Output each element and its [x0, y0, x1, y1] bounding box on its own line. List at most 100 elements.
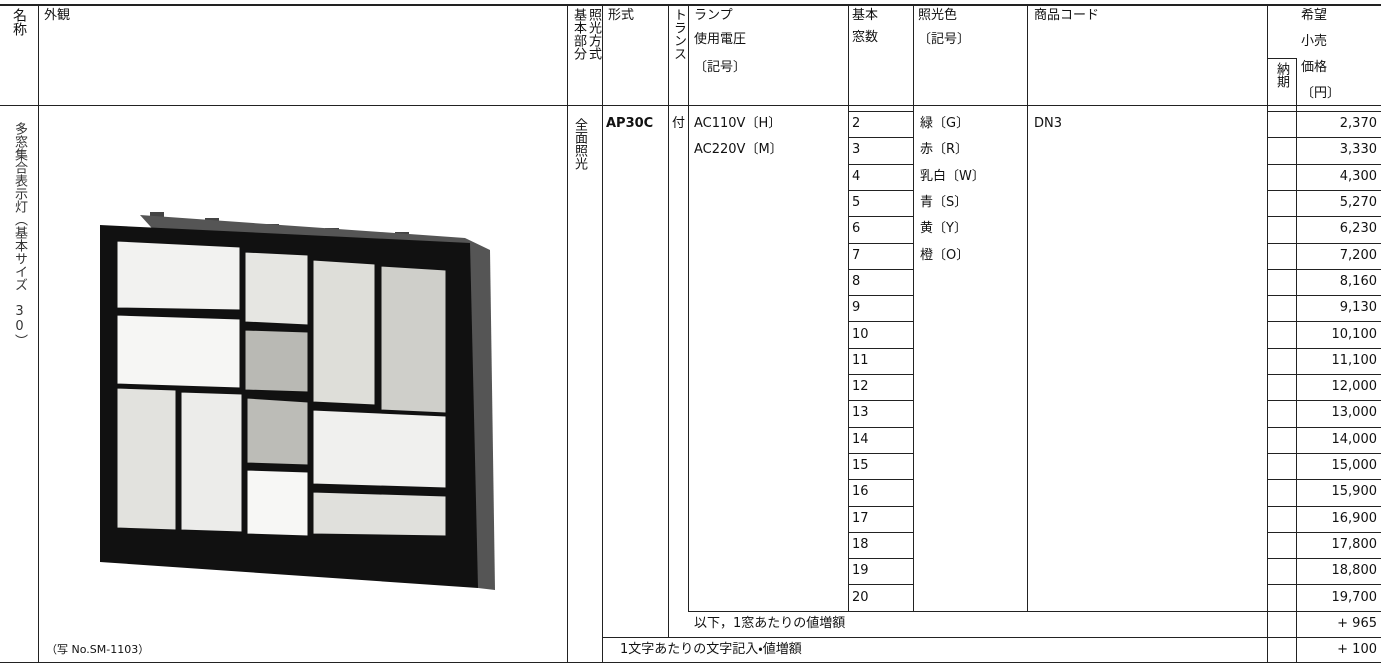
- rule: [38, 4, 39, 662]
- extra-window-label: 以下，1窓あたりの値増額: [694, 615, 846, 631]
- rule: [0, 105, 1381, 106]
- text-entry-price: + 100: [1337, 641, 1377, 657]
- window-count: 20: [852, 589, 869, 605]
- rule: [848, 163, 913, 165]
- price: 6,230: [1339, 221, 1377, 237]
- price: 15,000: [1331, 458, 1378, 474]
- header-color: 照光色: [918, 8, 958, 23]
- rule: [848, 295, 913, 297]
- window-count: 17: [852, 510, 869, 526]
- price: 12,000: [1331, 379, 1378, 395]
- rule: [668, 4, 669, 637]
- rule: [1267, 58, 1296, 59]
- price: 4,300: [1339, 168, 1377, 184]
- window-count: 18: [852, 536, 869, 552]
- header-basic-part: 基本部分: [571, 8, 586, 60]
- window-count: 15: [852, 458, 869, 474]
- transformer: 付: [672, 116, 686, 132]
- rule: [1267, 4, 1268, 662]
- header-price: 希望: [1301, 8, 1328, 23]
- window-count: 8: [852, 273, 861, 289]
- rule: [567, 4, 568, 662]
- window-count: 16: [852, 484, 869, 500]
- header-price: 価格: [1301, 60, 1328, 75]
- price: 13,000: [1331, 405, 1378, 421]
- window-count: 5: [852, 195, 861, 211]
- price: 2,370: [1339, 116, 1377, 132]
- rule: [1267, 189, 1381, 191]
- rule: [1267, 295, 1381, 297]
- header-price: 〔円〕: [1301, 86, 1341, 101]
- price: 15,900: [1331, 484, 1378, 500]
- lighting: 全面照光: [572, 118, 587, 170]
- price: 14,000: [1331, 431, 1378, 447]
- window-count: 11: [852, 352, 869, 368]
- rule: [848, 216, 913, 218]
- rule: [1267, 400, 1381, 402]
- rule: [848, 374, 913, 375]
- window-count: 14: [852, 431, 869, 447]
- rule: [688, 610, 1381, 612]
- lighting-color: 青〔S〕: [920, 195, 968, 211]
- lighting-color: 赤〔R〕: [920, 142, 969, 158]
- lighting-color: 乳白〔W〕: [920, 168, 985, 184]
- rule: [848, 479, 913, 481]
- model: AP30C: [606, 116, 654, 132]
- product-name: 多窓集合表示灯（基本サイズ 30）: [12, 122, 27, 347]
- price: 8,160: [1339, 273, 1377, 289]
- product-code: DN3: [1034, 116, 1063, 132]
- rule: [848, 4, 849, 611]
- rule: [1296, 58, 1297, 662]
- window-count: 7: [852, 247, 861, 263]
- rule: [1267, 452, 1381, 454]
- rule: [1267, 479, 1381, 481]
- price: 16,900: [1331, 510, 1378, 526]
- rule: [848, 347, 913, 349]
- rule: [848, 268, 913, 270]
- window-count: 13: [852, 405, 869, 421]
- window-count: 6: [852, 221, 861, 237]
- rule: [848, 242, 913, 244]
- rule: [1267, 216, 1381, 218]
- header-delivery: 納期: [1274, 62, 1289, 88]
- price: 3,330: [1339, 142, 1377, 158]
- header-name: 名称: [11, 8, 27, 36]
- price: 17,800: [1331, 536, 1378, 552]
- rule: [602, 636, 1381, 638]
- rule: [913, 4, 914, 611]
- header-appearance: 外観: [44, 8, 71, 23]
- rule: [1267, 374, 1381, 375]
- window-count: 3: [852, 142, 861, 158]
- lighting-color: 緑〔G〕: [920, 116, 970, 132]
- header-lamp-voltage: 〔記号〕: [694, 60, 747, 75]
- header-lighting-method: 照光方式: [586, 8, 601, 60]
- rule: [1267, 321, 1381, 323]
- window-count: 10: [852, 326, 869, 342]
- lighting-color: 橙〔O〕: [920, 247, 970, 263]
- rule: [1267, 426, 1381, 428]
- header-product-code: 商品コード: [1034, 8, 1100, 23]
- header-lamp-voltage: 使用電圧: [694, 32, 747, 47]
- rule: [848, 137, 913, 139]
- lamp-voltage: AC110V〔H〕: [694, 116, 782, 132]
- rule: [1267, 347, 1381, 349]
- product-photo: [100, 212, 495, 590]
- rule: [688, 4, 689, 611]
- header-windows: 窓数: [852, 30, 879, 45]
- rule: [1267, 163, 1381, 165]
- rule: [1267, 584, 1381, 586]
- rule: [1267, 242, 1381, 244]
- rule: [848, 321, 913, 323]
- header-transformer: トランス: [671, 8, 686, 60]
- header-price: 小売: [1301, 34, 1328, 49]
- window-count: 12: [852, 379, 869, 395]
- price: 7,200: [1339, 247, 1377, 263]
- window-count: 2: [852, 116, 861, 132]
- rule: [848, 189, 913, 191]
- header-model: 形式: [608, 8, 635, 23]
- header-windows: 基本: [852, 8, 879, 23]
- price: 9,130: [1339, 300, 1377, 316]
- window-count: 19: [852, 563, 869, 579]
- photo-caption: （写 No.SM-1103）: [46, 643, 150, 656]
